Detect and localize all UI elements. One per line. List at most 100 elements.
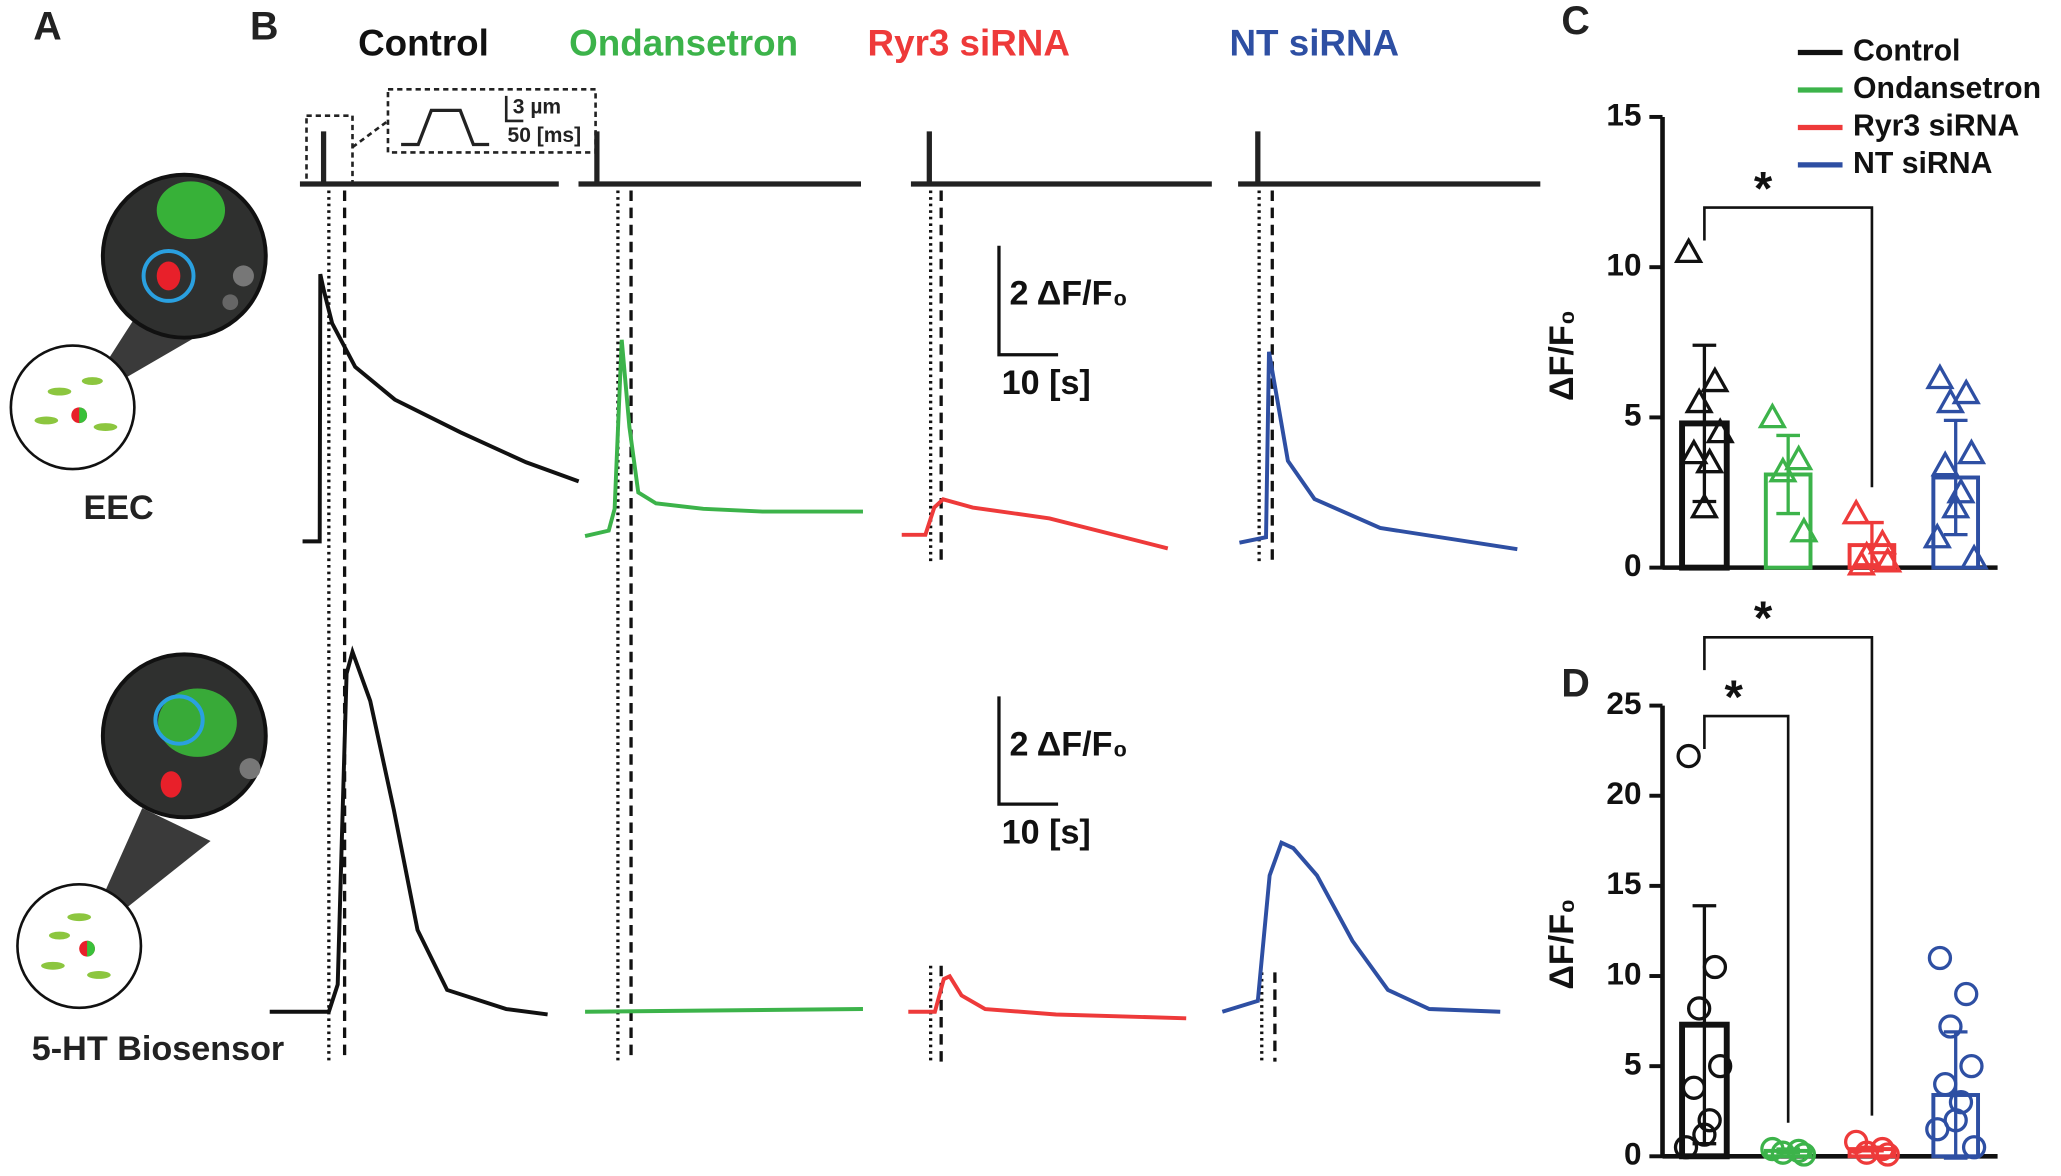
trace-title: Ryr3 siRNA xyxy=(868,23,1070,64)
panel-label: D xyxy=(1561,661,1589,705)
data-point xyxy=(1870,1136,1895,1162)
y-axis-label: ΔF/F₀ xyxy=(1543,310,1581,401)
cell-illustration xyxy=(16,652,268,1010)
inset-label: 50 [ms] xyxy=(508,124,582,147)
data-point xyxy=(1686,996,1712,1021)
y-tick-label: 10 xyxy=(1606,955,1641,991)
significance-label: * xyxy=(1754,162,1773,215)
panel-label: B xyxy=(250,4,278,48)
data-point xyxy=(1695,447,1725,474)
data-point xyxy=(1697,1108,1722,1133)
data-point xyxy=(1676,743,1701,769)
data-point xyxy=(1922,522,1952,549)
data-point xyxy=(1692,1122,1717,1147)
data-point xyxy=(1700,366,1730,393)
data-point xyxy=(1941,492,1971,519)
scale-bar xyxy=(997,245,1059,357)
data-point xyxy=(1956,438,1987,465)
data-point xyxy=(1846,549,1877,576)
data-point xyxy=(1760,1136,1785,1162)
data-point xyxy=(1705,417,1735,444)
panel-label: A xyxy=(33,4,61,48)
data-point xyxy=(1768,456,1798,483)
trace xyxy=(585,1007,863,1014)
data-point xyxy=(1757,402,1788,429)
data-point xyxy=(1959,1053,1984,1079)
y-tick-label: 5 xyxy=(1624,397,1642,433)
data-point xyxy=(1938,1014,1963,1039)
y-axis-label: ΔF/F₀ xyxy=(1543,898,1581,989)
data-point xyxy=(1867,528,1898,555)
trace xyxy=(908,973,1187,1021)
data-point xyxy=(1935,387,1966,414)
trace xyxy=(584,339,863,539)
y-tick-label: 5 xyxy=(1624,1045,1642,1081)
scale-bar-label: 10 [s] xyxy=(1002,813,1091,851)
data-point xyxy=(1684,387,1714,414)
data-point xyxy=(1951,378,1981,405)
y-tick-label: 15 xyxy=(1606,96,1641,132)
scale-bar-label: 10 [s] xyxy=(1002,364,1091,402)
data-point xyxy=(1925,363,1955,390)
stimulus xyxy=(299,131,1541,187)
data-point xyxy=(1791,1142,1817,1167)
legend-label: NT siRNA xyxy=(1853,147,1993,180)
scale-bar xyxy=(997,696,1059,806)
error-bar xyxy=(1692,343,1717,504)
y-tick-label: 15 xyxy=(1606,865,1641,901)
data-point xyxy=(1927,945,1953,971)
data-point xyxy=(1786,1138,1811,1164)
trace xyxy=(302,273,580,544)
inset-trace xyxy=(401,108,490,147)
trace-title: Ondansetron xyxy=(569,23,798,64)
trace xyxy=(1221,840,1501,1014)
data-point xyxy=(1673,1135,1699,1160)
y-tick-label: 0 xyxy=(1624,547,1642,583)
inset-label: 3 µm xyxy=(513,95,561,118)
data-point xyxy=(1841,498,1871,525)
legend-label: Ondansetron xyxy=(1853,72,2041,105)
significance-label: * xyxy=(1725,671,1744,724)
data-point xyxy=(1708,1053,1733,1079)
significance-bracket xyxy=(1703,635,1874,1116)
inset-scale xyxy=(504,95,524,123)
significance-label: * xyxy=(1754,592,1773,645)
data-point xyxy=(1930,450,1960,477)
cell-label: 5-HT Biosensor xyxy=(32,1030,284,1068)
data-point xyxy=(1789,516,1819,543)
data-point xyxy=(1873,546,1903,573)
y-tick-label: 25 xyxy=(1606,685,1641,721)
data-point xyxy=(1875,1142,1900,1167)
trace xyxy=(901,497,1169,551)
scale-bar-label: 2 ΔF/F₀ xyxy=(1009,725,1127,763)
error-bar xyxy=(1776,433,1800,516)
data-point xyxy=(1784,444,1814,471)
panel-label: C xyxy=(1561,0,1589,43)
y-tick-label: 0 xyxy=(1624,1136,1642,1172)
trace-title: Control xyxy=(358,23,489,64)
data-point xyxy=(1702,954,1728,980)
y-tick-label: 20 xyxy=(1606,775,1641,811)
trace xyxy=(269,645,548,1017)
data-point xyxy=(1925,1117,1950,1142)
significance-bracket xyxy=(1703,714,1790,1123)
legend-label: Ryr3 siRNA xyxy=(1853,109,2019,142)
alignment-lines xyxy=(327,190,1277,1062)
data-point xyxy=(1933,1072,1958,1097)
trace-title: NT siRNA xyxy=(1230,23,1400,64)
data-point xyxy=(1679,438,1709,465)
data-point xyxy=(1681,1075,1707,1100)
data-point xyxy=(1674,236,1704,263)
y-tick-label: 10 xyxy=(1606,247,1641,283)
cell-label: EEC xyxy=(83,489,153,527)
scale-bar-label: 2 ΔF/F₀ xyxy=(1009,275,1127,313)
significance-bracket xyxy=(1703,206,1874,488)
data-point xyxy=(1961,1135,1987,1160)
inset-box xyxy=(305,88,597,186)
data-point xyxy=(1954,981,1979,1007)
cell-illustration xyxy=(9,172,268,471)
trace xyxy=(1239,351,1518,552)
data-point xyxy=(1689,492,1720,519)
